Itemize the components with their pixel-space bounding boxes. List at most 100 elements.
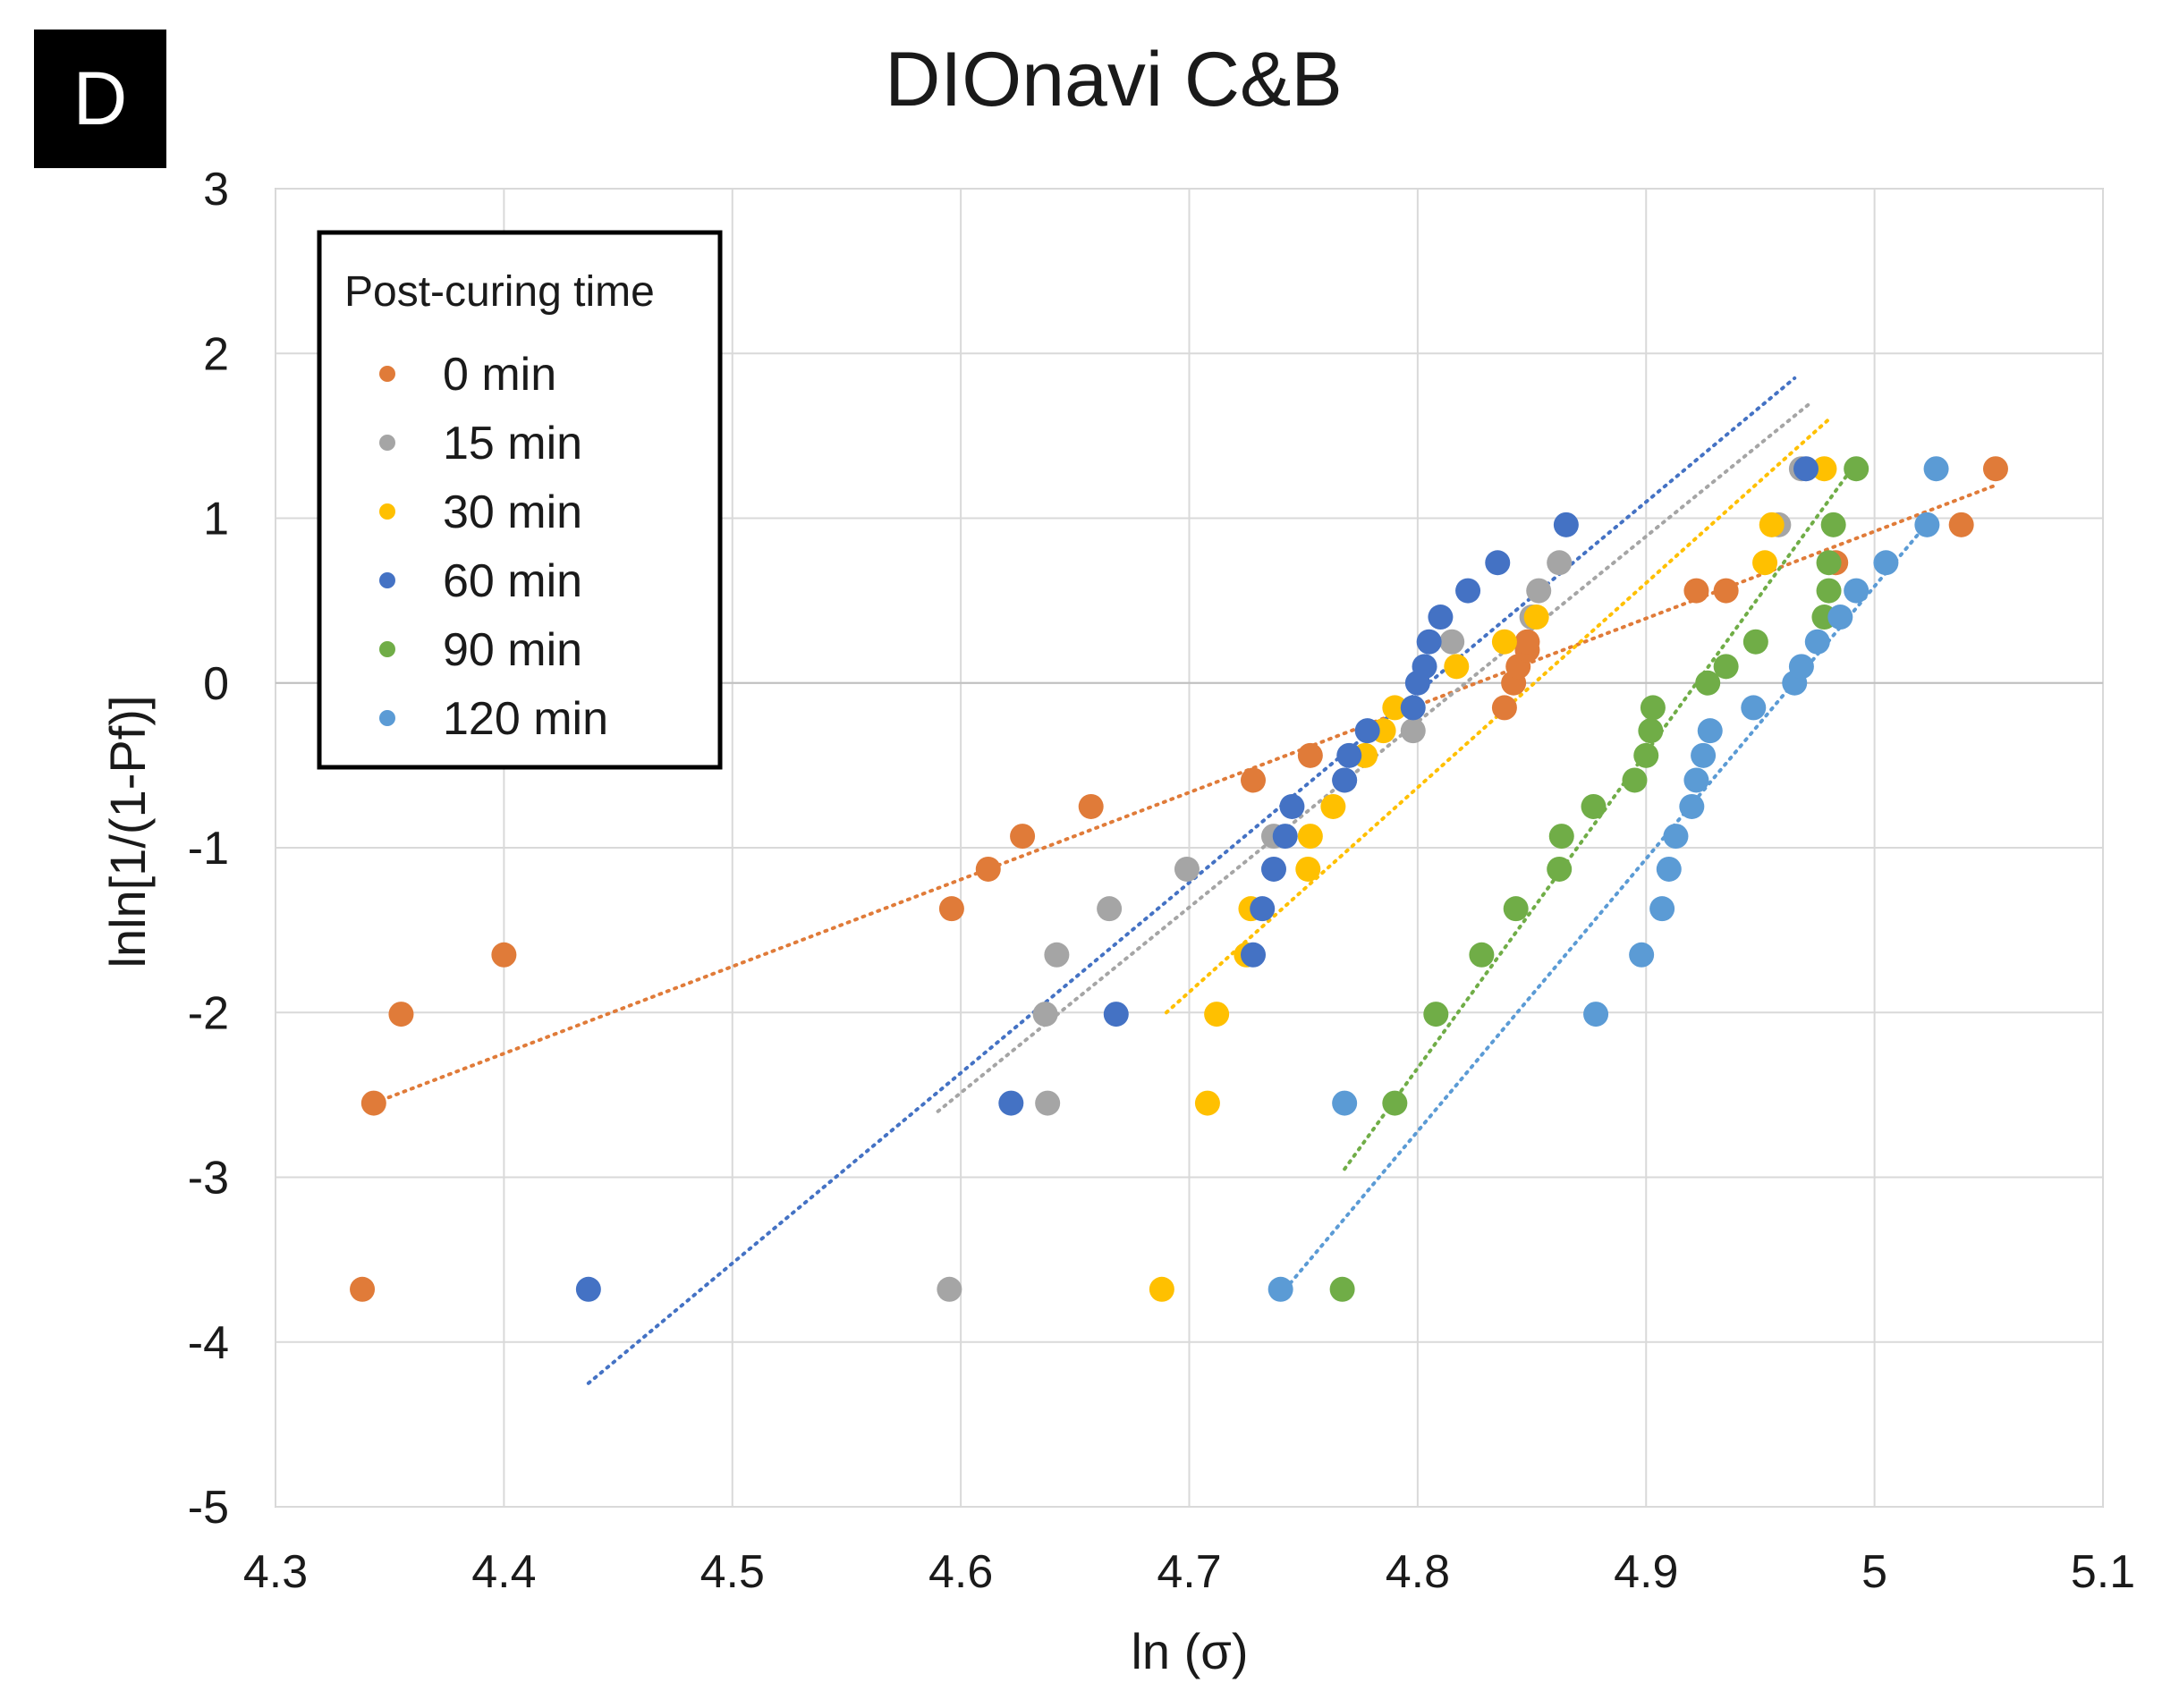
legend-title: Post-curing time: [344, 268, 655, 316]
data-point: [1695, 670, 1721, 696]
data-point: [1679, 793, 1705, 819]
legend-box: [317, 230, 723, 770]
data-point: [1948, 512, 1974, 537]
data-point: [1295, 856, 1321, 882]
x-tick-label: 4.3: [243, 1546, 308, 1598]
data-point: [1811, 456, 1837, 482]
y-axis-label: lnln[1/(1-Pf)]: [99, 696, 156, 968]
data-points: [350, 456, 2008, 1302]
data-point: [1194, 1090, 1220, 1116]
data-point: [1044, 942, 1070, 968]
data-point: [1622, 767, 1648, 793]
legend-label: 15 min: [443, 418, 582, 469]
data-point: [1873, 550, 1899, 576]
data-point: [1547, 856, 1573, 882]
data-point: [1336, 742, 1362, 768]
data-point: [938, 896, 964, 922]
data-point: [1297, 824, 1323, 850]
trend-line: [371, 483, 1997, 1105]
y-tick-label: -1: [188, 823, 229, 875]
data-point: [1272, 824, 1298, 850]
data-point: [360, 1090, 386, 1116]
y-tick-label: -5: [188, 1482, 229, 1534]
data-point: [1633, 742, 1659, 768]
y-tick-label: -4: [188, 1317, 229, 1369]
data-point: [1683, 767, 1709, 793]
data-point: [1382, 695, 1408, 721]
data-point: [1844, 578, 1869, 604]
legend-label: 120 min: [443, 693, 608, 745]
data-point: [491, 942, 517, 968]
data-point: [1149, 1276, 1174, 1302]
data-point: [1629, 942, 1655, 968]
data-point: [1752, 550, 1778, 576]
x-tick-label: 4.9: [1614, 1546, 1678, 1598]
data-point: [1428, 605, 1454, 630]
data-point: [1656, 856, 1682, 882]
data-point: [1439, 629, 1465, 655]
data-point: [1793, 456, 1819, 482]
data-point: [1400, 718, 1426, 744]
data-point: [1354, 718, 1380, 744]
data-point: [1547, 550, 1573, 576]
data-point: [1174, 856, 1200, 882]
data-point: [1816, 550, 1842, 576]
data-point: [1416, 629, 1442, 655]
data-point: [1491, 695, 1517, 721]
data-point: [1741, 695, 1767, 721]
data-point: [1514, 629, 1540, 655]
y-tick-label: 3: [203, 164, 229, 216]
data-point: [1455, 578, 1481, 604]
data-point: [1713, 654, 1739, 680]
data-point: [1241, 942, 1267, 968]
legend-label: 30 min: [443, 486, 582, 538]
data-point: [1332, 1090, 1358, 1116]
data-point: [350, 1276, 376, 1302]
data-point: [1491, 629, 1517, 655]
data-point: [388, 1002, 414, 1027]
legend-label: 0 min: [443, 349, 556, 401]
data-point: [1759, 512, 1785, 537]
data-point: [1788, 654, 1814, 680]
x-axis-label: ln (σ): [1131, 1623, 1248, 1679]
x-tick-label: 5.1: [2071, 1546, 2135, 1598]
y-tick-label: 1: [203, 494, 229, 545]
data-point: [1103, 1002, 1129, 1027]
data-point: [1412, 654, 1437, 680]
data-point: [1444, 654, 1470, 680]
data-point: [1279, 793, 1305, 819]
legend-marker: [379, 503, 395, 520]
data-point: [975, 856, 1001, 882]
data-point: [1382, 1090, 1408, 1116]
data-point: [1423, 1002, 1449, 1027]
x-tick-label: 4.6: [928, 1546, 993, 1598]
data-point: [1469, 942, 1495, 968]
legend-marker: [379, 435, 395, 451]
data-point: [937, 1276, 962, 1302]
y-tick-label: -3: [188, 1153, 229, 1205]
x-tick-label: 4.7: [1157, 1546, 1221, 1598]
chart-title: DIOnavi C&B: [885, 37, 1342, 123]
data-point: [1827, 605, 1853, 630]
panel-label: D: [34, 30, 166, 168]
x-axis: 4.3 4.4 4.5 4.6 4.7 4.8 4.9 5 5.1: [243, 1546, 2135, 1598]
data-point: [1523, 605, 1549, 630]
y-tick-label: 0: [203, 658, 229, 710]
y-tick-label: 2: [203, 328, 229, 380]
data-point: [1097, 896, 1123, 922]
data-point: [1923, 456, 1949, 482]
legend-marker: [379, 366, 395, 382]
data-point: [1400, 695, 1426, 721]
legend-label: 90 min: [443, 624, 582, 676]
legend-marker: [379, 641, 395, 657]
x-tick-label: 4.8: [1386, 1546, 1450, 1598]
data-point: [1663, 824, 1689, 850]
data-point: [1640, 695, 1666, 721]
x-tick-label: 5: [1861, 1546, 1887, 1598]
data-point: [1078, 793, 1104, 819]
data-point: [1583, 1002, 1609, 1027]
data-point: [1035, 1090, 1061, 1116]
data-point: [1503, 896, 1529, 922]
data-point: [1241, 767, 1267, 793]
data-point: [1914, 512, 1940, 537]
